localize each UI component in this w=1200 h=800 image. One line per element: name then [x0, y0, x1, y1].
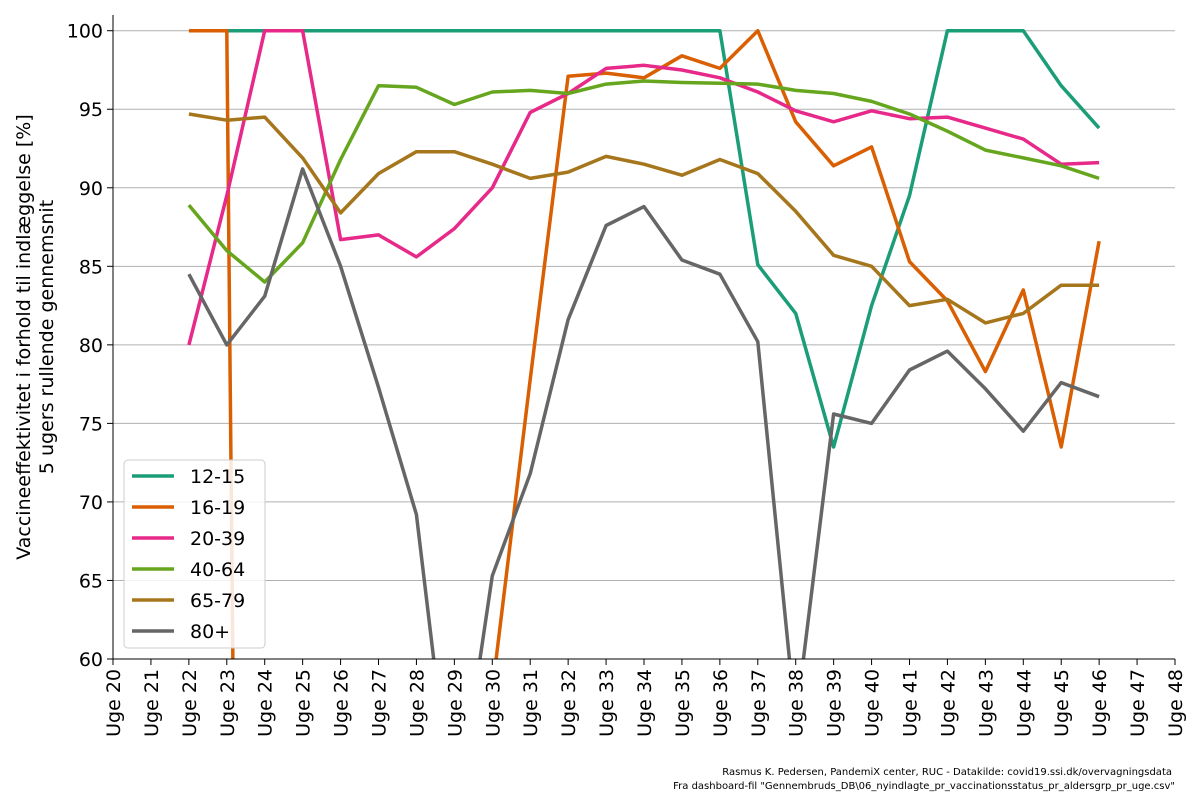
x-tick-label: Uge 22 [179, 669, 201, 737]
y-tick-label: 75 [79, 413, 103, 435]
x-tick-label: Uge 37 [748, 669, 770, 737]
series-line [226, 28, 1101, 449]
x-tick-label: Uge 26 [331, 669, 353, 737]
x-tick-label: Uge 31 [520, 669, 542, 737]
x-tick-label: Uge 44 [1013, 669, 1035, 737]
y-tick-label: 95 [79, 99, 103, 121]
x-tick-label: Uge 39 [824, 669, 846, 737]
x-tick-label: Uge 38 [786, 669, 808, 737]
legend-label: 65-79 [190, 590, 245, 612]
x-tick-label: Uge 20 [103, 669, 125, 737]
legend-label: 20-39 [190, 528, 245, 550]
x-tick-label: Uge 30 [482, 669, 504, 737]
y-tick-label: 90 [79, 178, 103, 200]
series-line [187, 79, 1100, 284]
x-tick-label: Uge 27 [369, 669, 391, 737]
legend-label: 80+ [190, 621, 230, 643]
y-tick-label: 65 [79, 570, 103, 592]
plot-area [187, 28, 1101, 659]
x-tick-label: Uge 42 [937, 669, 959, 737]
y-tick-label: 85 [79, 256, 103, 278]
y-axis-label: 5 ugers rullende gennemsnit [36, 200, 58, 474]
x-tick-label: Uge 35 [672, 669, 694, 737]
x-tick-label: Uge 33 [596, 669, 618, 737]
x-tick-label: Uge 23 [217, 669, 239, 737]
y-tick-label: 70 [79, 492, 103, 514]
x-tick-label: Uge 28 [406, 669, 428, 737]
legend-label: 16-19 [190, 497, 245, 519]
legend-box [123, 459, 266, 649]
legend-label: 40-64 [190, 559, 245, 581]
legend-label: 12-15 [190, 466, 245, 488]
x-tick-label: Uge 47 [1127, 669, 1149, 737]
x-tick-label: Uge 45 [1051, 669, 1073, 737]
x-tick-label: Uge 48 [1165, 669, 1187, 737]
x-tick-label: Uge 40 [862, 669, 884, 737]
legend: 12-15 16-19 20-39 40-64 65-79 80+ [123, 459, 266, 649]
x-tick-label: Uge 21 [141, 669, 163, 737]
y-tick-label: 60 [79, 649, 103, 671]
series-line [188, 112, 1100, 325]
x-tick-label: Uge 34 [634, 669, 656, 737]
x-tick-label: Uge 46 [1089, 669, 1111, 737]
y-axis-label: Vaccineeffektivitet i forhold til indlæg… [13, 114, 35, 560]
footnote: Fra dashboard-fil "Gennembruds_DB\06_nyi… [673, 781, 1175, 792]
x-tick-label: Uge 29 [444, 669, 466, 737]
y-tick-label: 80 [79, 335, 103, 357]
footnote: Rasmus K. Pedersen, PandemiX center, RUC… [722, 767, 1172, 778]
x-tick-label: Uge 41 [900, 669, 922, 737]
x-tick-label: Uge 43 [975, 669, 997, 737]
x-tick-label: Uge 32 [558, 669, 580, 737]
y-tick-label: 100 [67, 21, 103, 43]
series-line [187, 28, 1100, 346]
x-tick-label: Uge 36 [710, 669, 732, 737]
x-tick-label: Uge 24 [255, 669, 277, 737]
series-line [187, 167, 1100, 659]
x-tick-label: Uge 25 [293, 669, 315, 737]
